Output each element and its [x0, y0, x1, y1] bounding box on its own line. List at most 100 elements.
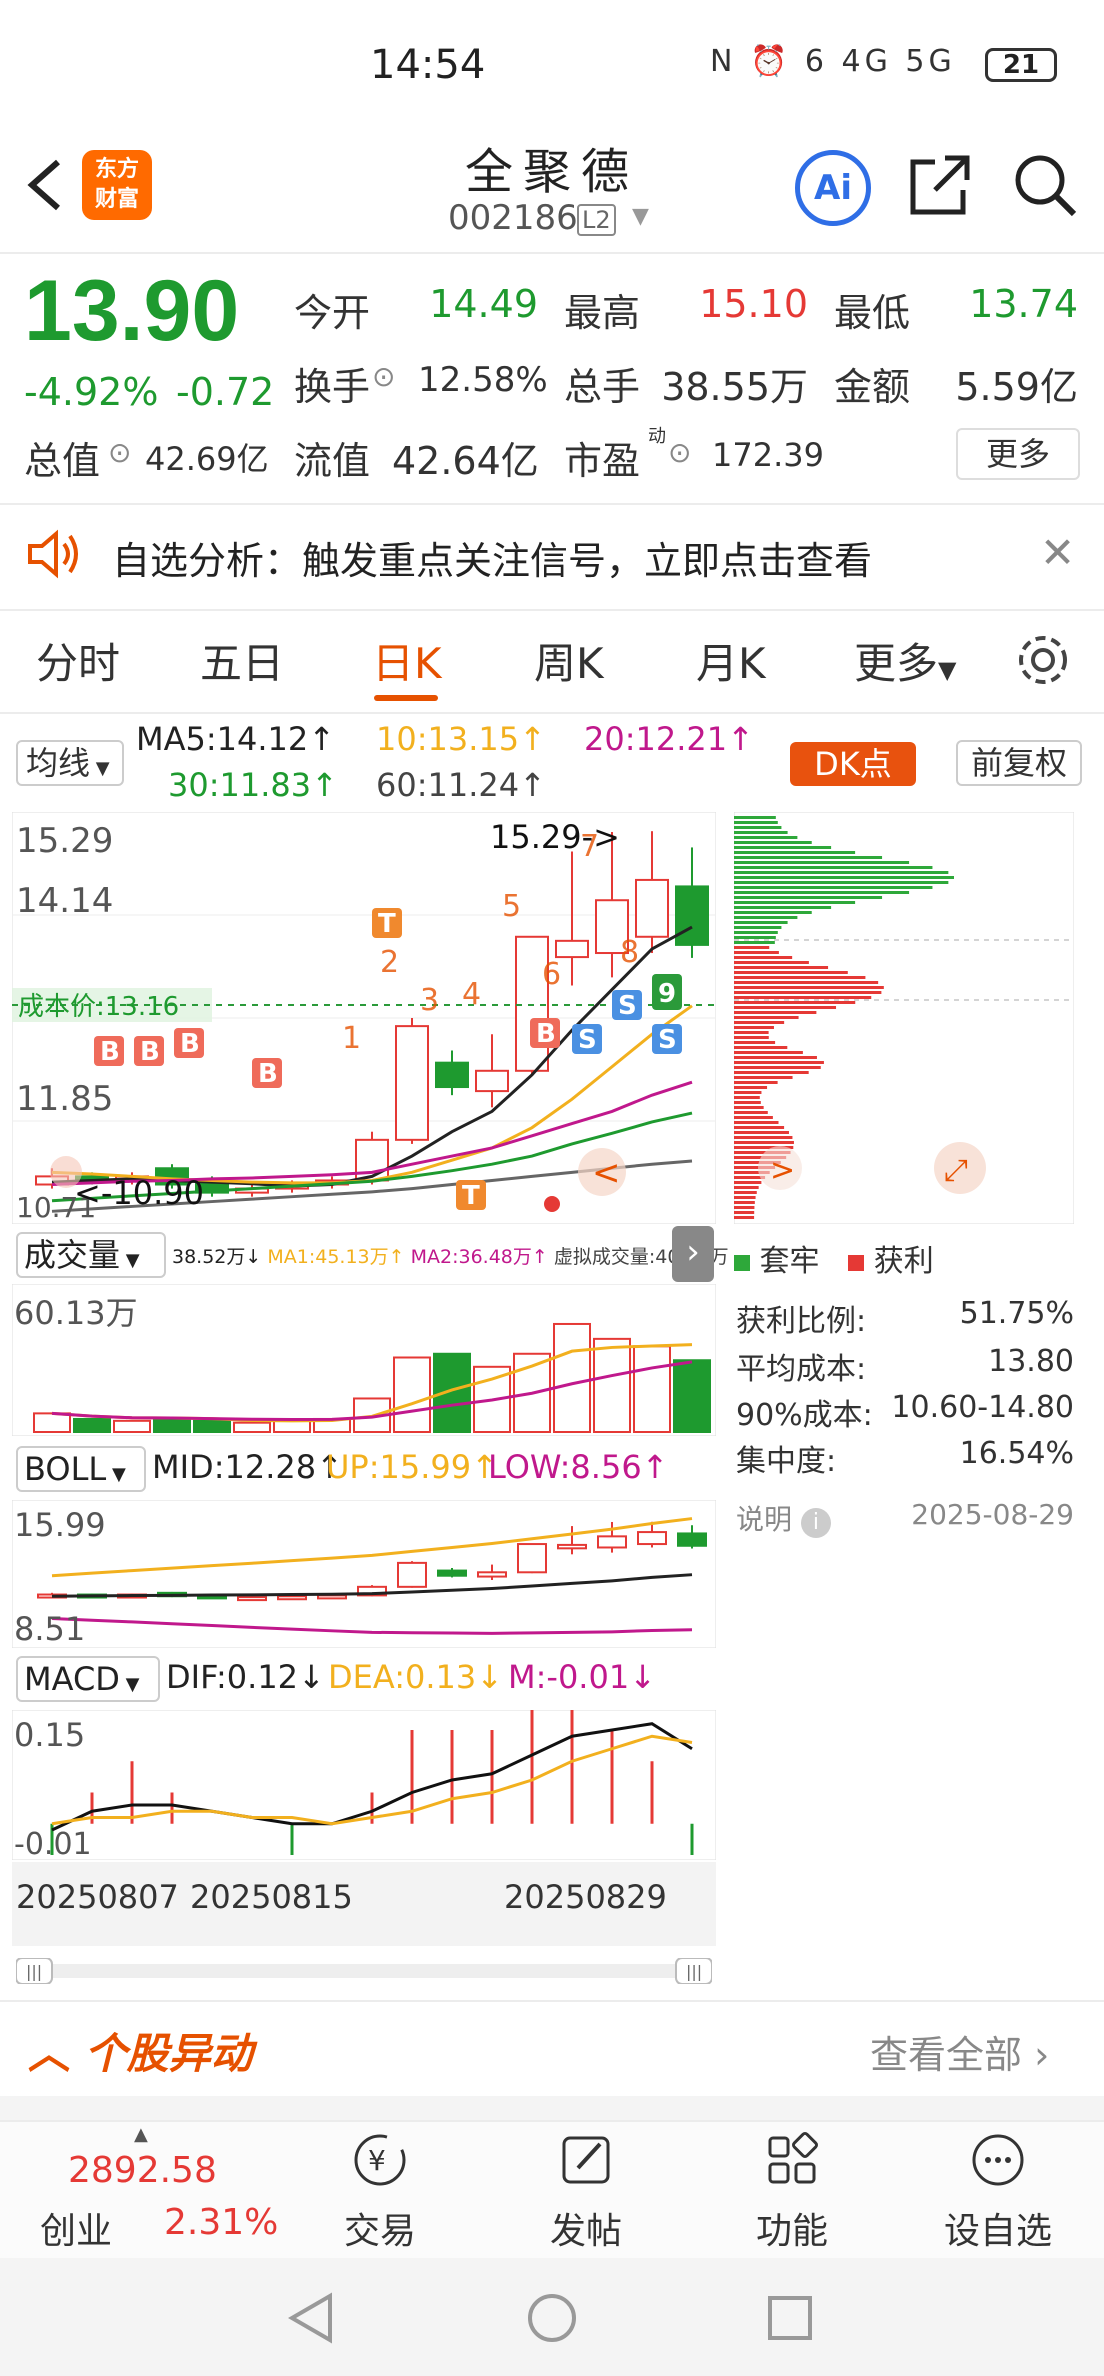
index-percent[interactable]: 2.31% [164, 2202, 279, 2243]
candle-body [595, 899, 629, 955]
nav-watchlist[interactable]: 设自选 [928, 2130, 1068, 2254]
pe-label: 市盈 [564, 439, 641, 483]
date-label-1: 20250807 [16, 1878, 179, 1916]
ai-button[interactable]: Ai [795, 150, 871, 226]
home-circle-icon[interactable] [528, 2294, 576, 2342]
svg-text:B: B [180, 1029, 200, 1059]
tab-more[interactable]: 更多▼ [854, 630, 956, 691]
stock-code[interactable]: 002186 [448, 198, 578, 238]
nav-trade[interactable]: ¥ 交易 [310, 2130, 450, 2254]
caret-down-icon: ▼ [120, 1250, 140, 1271]
boll-axis-bottom: 8.51 [14, 1610, 85, 1648]
chip-bar [734, 1096, 760, 1099]
chip-bar [734, 1216, 755, 1219]
volume-bar [593, 1337, 631, 1433]
speaker-icon [26, 528, 82, 584]
alert-bar[interactable] [0, 505, 1104, 609]
chip-bar [734, 916, 798, 919]
nav-trade-label: 交易 [343, 2211, 416, 2252]
low-label: 最低 [834, 291, 911, 335]
chart-scrollbar[interactable]: ||| ||| [16, 1958, 712, 1984]
nav-post[interactable]: 发帖 [516, 2130, 656, 2254]
nav-function[interactable]: 功能 [722, 2130, 862, 2254]
view-all-link[interactable]: 查看全部 › [870, 2024, 1049, 2079]
trap-swatch [734, 1255, 750, 1271]
boll-candle-body [277, 1595, 307, 1601]
current-price: 13.90 [24, 263, 240, 359]
caret-up-icon[interactable]: ▲ [134, 2124, 148, 2145]
svg-text:9: 9 [658, 979, 676, 1009]
left-nav-icon[interactable]: < [592, 1153, 621, 1193]
chip-bar [734, 1156, 787, 1159]
boll-candle-body [477, 1571, 507, 1578]
volume-select-label: 成交量 [24, 1236, 121, 1274]
close-icon[interactable]: ✕ [1040, 528, 1076, 577]
chip-bar [734, 921, 788, 924]
index-name[interactable]: 创业 [40, 2211, 113, 2252]
chip-bar [734, 1091, 762, 1094]
gear-icon [1019, 636, 1067, 684]
ma-select[interactable]: 均线 ▼ [16, 740, 124, 786]
candle-body [515, 935, 549, 1072]
tab-monthly-k[interactable]: 月K [696, 639, 766, 688]
svg-text:B: B [536, 1019, 556, 1049]
info-icon[interactable]: ⊙ [668, 436, 692, 469]
boll-select[interactable]: BOLL ▼ [16, 1446, 146, 1492]
expand-icon[interactable]: ⤢ [944, 1153, 968, 1188]
back-button[interactable] [20, 150, 70, 220]
ma30-line [51, 1111, 693, 1203]
profit-ratio-label: 获利比例: [736, 1304, 867, 1339]
status-time: 14:54 [370, 42, 486, 88]
alert-text[interactable]: 自选分析：触发重点关注信号，立即点击查看 [112, 539, 873, 583]
info-icon[interactable]: ⊙ [372, 360, 396, 393]
chip-bar [734, 1151, 791, 1154]
caret-down-icon[interactable]: ▼ [632, 204, 649, 229]
candlestick-chart[interactable]: 15.29 14.14 11.85 10.71 成本价:13.16 15.29-… [12, 812, 716, 1224]
volume-select[interactable]: 成交量 ▼ [16, 1232, 166, 1278]
tab-daily-k[interactable]: 日K [372, 639, 442, 688]
chip-distribution-chart[interactable]: > ⤢ [734, 812, 1074, 1224]
share-button[interactable] [905, 150, 975, 220]
chip-bar [734, 1011, 817, 1014]
recents-square-icon[interactable] [768, 2296, 812, 2340]
boll-candle-body [397, 1561, 427, 1588]
chip-bar [734, 956, 793, 959]
more-button[interactable]: 更多 [956, 428, 1080, 480]
date-label-3: 20250829 [504, 1878, 667, 1916]
stock-move-title[interactable]: ︿ 个股异动 [28, 2020, 253, 2081]
high-label: 最高 [564, 291, 641, 335]
expand-right-button[interactable]: › [672, 1226, 714, 1282]
chip-bar [734, 1051, 803, 1054]
info-icon[interactable]: ⊙ [108, 436, 132, 469]
ma60-text: 60:11.24↑ [376, 766, 546, 804]
tab-five-day[interactable]: 五日 [200, 639, 285, 688]
boll-chart: 15.99 8.51 [12, 1500, 716, 1648]
tab-weekly-k[interactable]: 周K [534, 639, 604, 688]
volume-chart: 60.13万 [12, 1284, 716, 1436]
back-triangle-icon[interactable] [288, 2292, 332, 2344]
settings-button[interactable] [1015, 632, 1071, 688]
chip-bar [734, 891, 910, 894]
candle-body [435, 1061, 469, 1089]
chip-bar [734, 1121, 779, 1124]
open-value: 14.49 [429, 282, 538, 326]
volume-bar [153, 1417, 191, 1433]
macd-select[interactable]: MACD ▼ [16, 1656, 160, 1702]
note-link[interactable]: 说明 i [736, 1498, 831, 1538]
chip-bar [734, 861, 910, 864]
chip-bar [734, 906, 832, 909]
tab-timeshare[interactable]: 分时 [36, 639, 121, 688]
cost-price-label: 成本价:13.16 [18, 992, 179, 1022]
adjust-button[interactable]: 前复权 [956, 740, 1082, 786]
chevron-right-icon[interactable]: > [770, 1153, 795, 1188]
dk-point-button[interactable]: DK点 [790, 742, 916, 786]
search-button[interactable] [1010, 150, 1080, 220]
boll-up: UP:15.99↑ [326, 1448, 498, 1486]
index-value[interactable]: 2892.58 [68, 2150, 217, 2191]
svg-text:S: S [618, 991, 637, 1021]
grid-icon [768, 2132, 818, 2184]
price-axis-bottom: 10.71 [16, 1191, 96, 1224]
chip-bar [734, 1136, 793, 1139]
chip-bar [734, 1131, 789, 1134]
mktcap-label: 总值 [24, 439, 101, 483]
